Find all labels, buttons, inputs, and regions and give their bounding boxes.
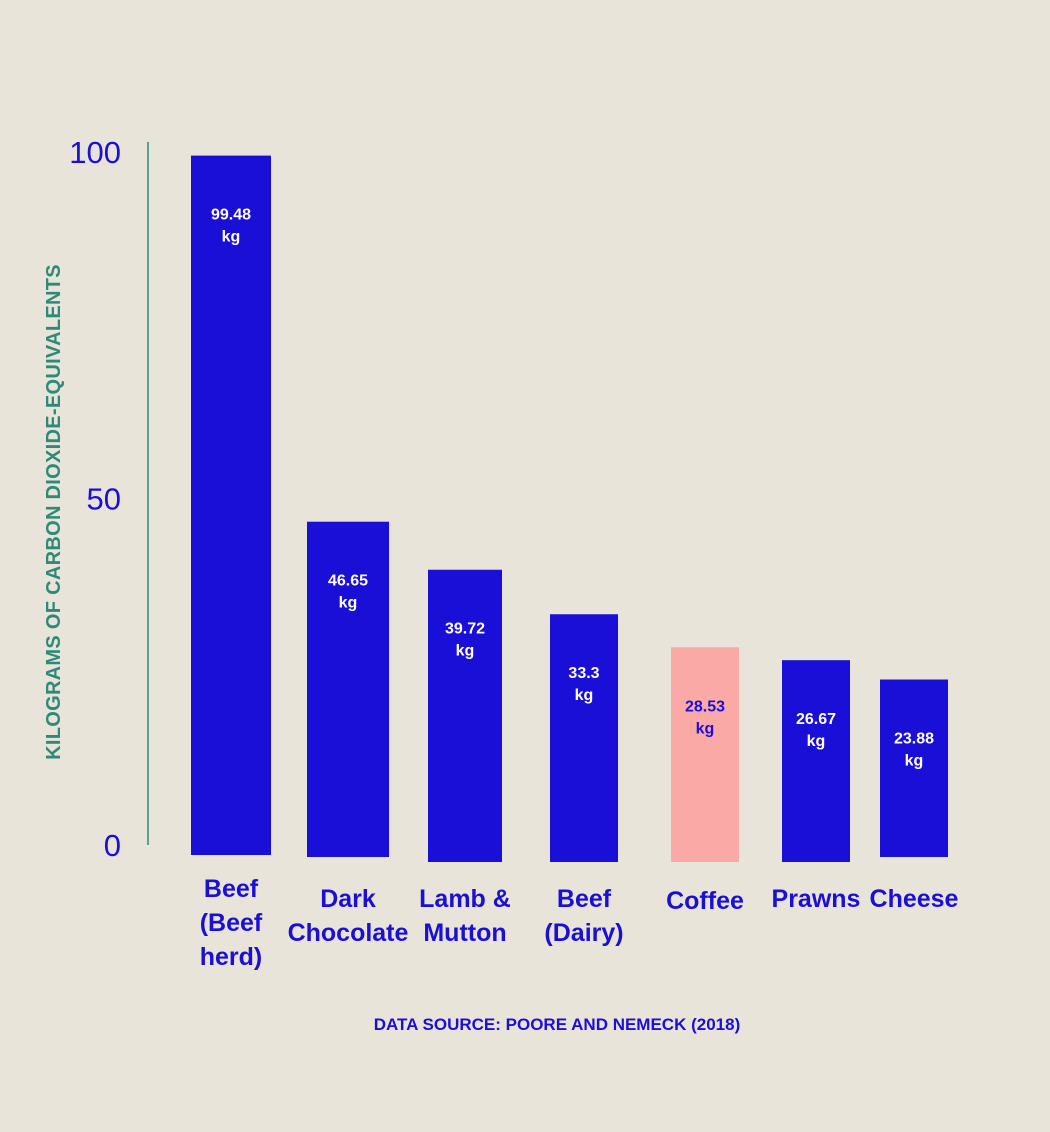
- value-label: 23.88: [894, 731, 934, 748]
- bar: [307, 521, 389, 857]
- y-axis-label: KILOGRAMS OF CARBON DIOXIDE-EQUIVALENTS: [43, 264, 65, 760]
- category-label: Beef: [204, 875, 259, 903]
- value-label: kg: [456, 643, 475, 660]
- value-label: 46.65: [328, 573, 368, 590]
- bar: [550, 614, 618, 862]
- category-label: (Beef: [200, 909, 263, 937]
- bar: [191, 155, 271, 855]
- category-label: (Dairy): [544, 919, 623, 947]
- bar: [880, 679, 948, 857]
- value-labels-group: 99.48 kg 46.65 kg 39.72 kg 33.3 kg 28.53 kg 26.67 k…: [211, 207, 934, 770]
- category-label: herd): [200, 943, 263, 971]
- value-label: 26.67: [796, 711, 836, 728]
- bars-group: [191, 155, 948, 862]
- bar: [428, 569, 502, 862]
- category-label: Lamb &: [419, 885, 511, 913]
- y-tick-label: 100: [69, 135, 121, 170]
- data-source-note: DATA SOURCE: POORE AND NEMECK (2018): [374, 1015, 740, 1034]
- value-label: 33.3: [568, 665, 599, 682]
- value-label: kg: [807, 733, 826, 750]
- value-label: 39.72: [445, 621, 485, 638]
- value-label: kg: [222, 229, 241, 246]
- category-label: Dark: [320, 885, 376, 913]
- category-label: Prawns: [772, 885, 861, 913]
- value-label: 99.48: [211, 207, 251, 224]
- category-label: Coffee: [666, 887, 744, 915]
- category-label: Mutton: [423, 919, 506, 947]
- bar: [671, 647, 739, 862]
- value-label: kg: [696, 720, 715, 737]
- y-tick-label: 0: [104, 828, 121, 863]
- category-labels-group: Beef (Beef herd) Dark Chocolate Lamb & Mutton B…: [200, 875, 959, 971]
- y-tick-label: 50: [87, 482, 121, 517]
- value-label: 28.53: [685, 698, 725, 715]
- value-label: kg: [339, 595, 358, 612]
- bar: [782, 660, 850, 862]
- value-label: kg: [575, 687, 594, 704]
- value-label: kg: [905, 753, 924, 770]
- category-label: Cheese: [870, 885, 959, 913]
- category-label: Chocolate: [288, 919, 409, 947]
- y-tick-labels: 100 50 0: [69, 135, 121, 863]
- category-label: Beef: [557, 885, 612, 913]
